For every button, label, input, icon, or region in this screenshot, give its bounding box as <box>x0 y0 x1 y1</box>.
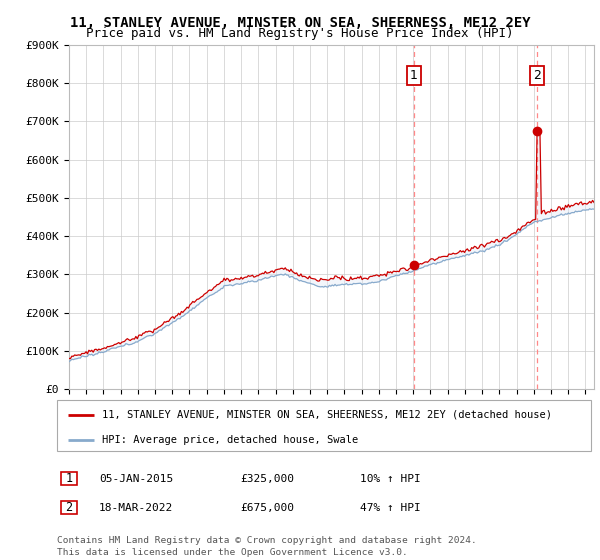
Text: 2: 2 <box>65 501 73 515</box>
Text: HPI: Average price, detached house, Swale: HPI: Average price, detached house, Swal… <box>103 435 359 445</box>
Text: 05-JAN-2015: 05-JAN-2015 <box>99 474 173 484</box>
Text: 1: 1 <box>410 69 418 82</box>
Text: £675,000: £675,000 <box>240 503 294 513</box>
Text: 11, STANLEY AVENUE, MINSTER ON SEA, SHEERNESS, ME12 2EY: 11, STANLEY AVENUE, MINSTER ON SEA, SHEE… <box>70 16 530 30</box>
Text: 10% ↑ HPI: 10% ↑ HPI <box>360 474 421 484</box>
Text: 47% ↑ HPI: 47% ↑ HPI <box>360 503 421 513</box>
Text: 2: 2 <box>533 69 541 82</box>
Text: £325,000: £325,000 <box>240 474 294 484</box>
Text: Price paid vs. HM Land Registry's House Price Index (HPI): Price paid vs. HM Land Registry's House … <box>86 27 514 40</box>
Text: 11, STANLEY AVENUE, MINSTER ON SEA, SHEERNESS, ME12 2EY (detached house): 11, STANLEY AVENUE, MINSTER ON SEA, SHEE… <box>103 409 553 419</box>
Text: 18-MAR-2022: 18-MAR-2022 <box>99 503 173 513</box>
Text: Contains HM Land Registry data © Crown copyright and database right 2024.
This d: Contains HM Land Registry data © Crown c… <box>57 536 477 557</box>
Text: 1: 1 <box>65 472 73 486</box>
